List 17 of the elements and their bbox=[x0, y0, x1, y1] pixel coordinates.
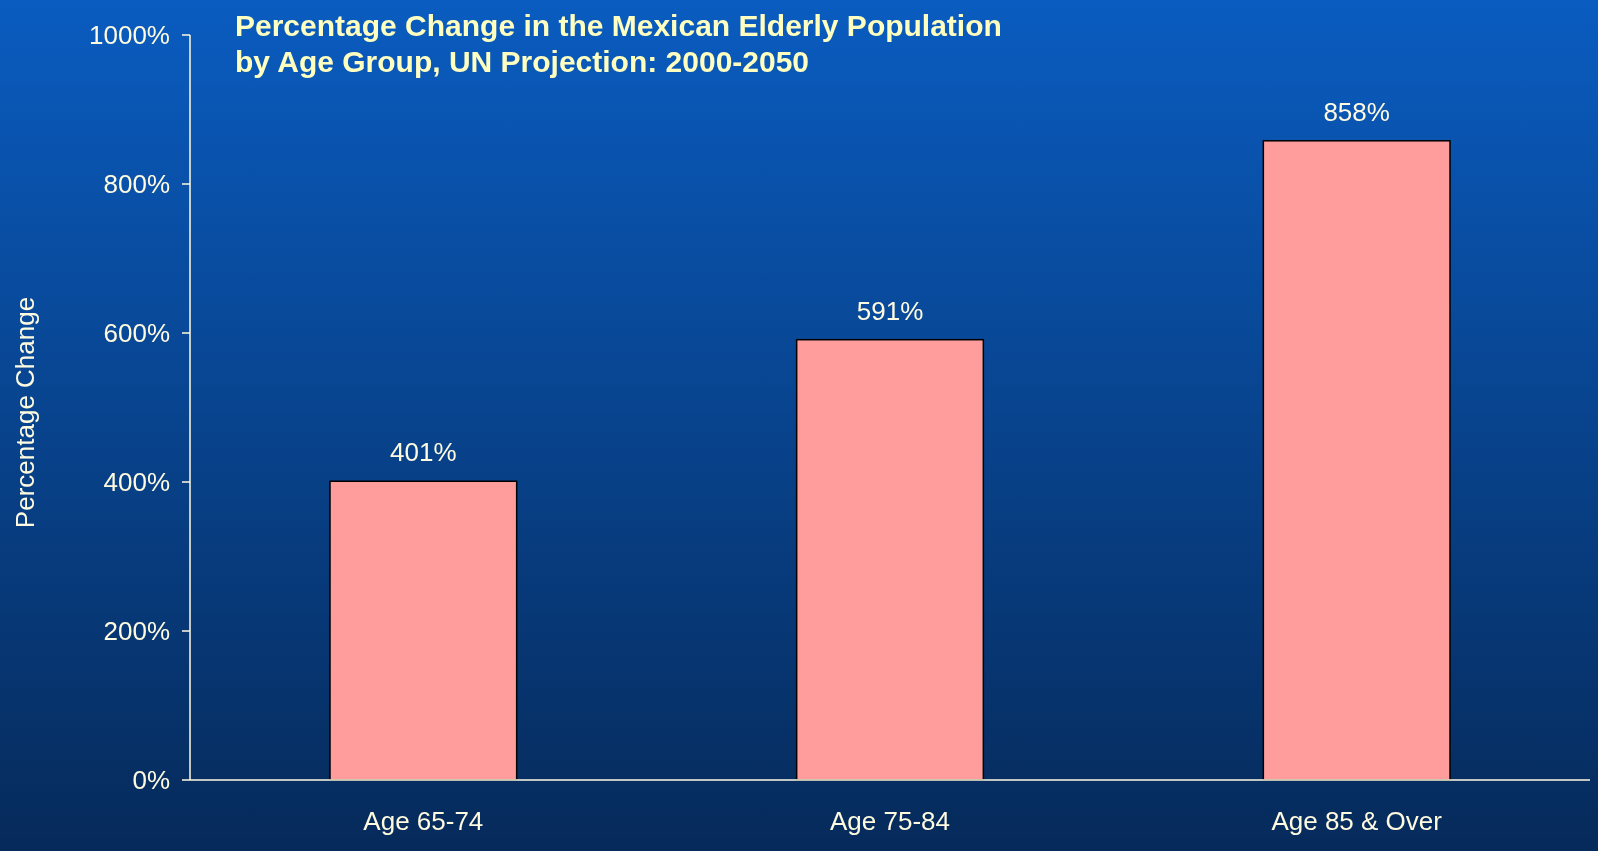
data-label: 401% bbox=[390, 437, 457, 468]
x-tick-label: Age 75-84 bbox=[830, 806, 950, 836]
x-tick-label: Age 65-74 bbox=[363, 806, 484, 836]
bar bbox=[1262, 140, 1451, 781]
y-tick-label: 600% bbox=[103, 318, 170, 349]
y-axis-title: Percentage Change bbox=[10, 296, 40, 529]
y-tick-label: 1000% bbox=[89, 20, 170, 51]
data-label: 591% bbox=[856, 295, 924, 326]
y-tick-label: 200% bbox=[103, 616, 170, 647]
x-tick-label: Age 85 & Over bbox=[1271, 806, 1443, 836]
y-tick-label: 400% bbox=[103, 467, 170, 498]
data-label: 858% bbox=[1323, 96, 1390, 127]
y-tick-label: 0% bbox=[132, 765, 170, 796]
bar bbox=[329, 480, 518, 781]
y-tick-label: 800% bbox=[103, 169, 170, 200]
chart-title: Percentage Change in the Mexican Elderly Population by Age Group, UN Projection: 2000-2050 bbox=[235, 9, 1002, 78]
bar bbox=[795, 338, 985, 781]
